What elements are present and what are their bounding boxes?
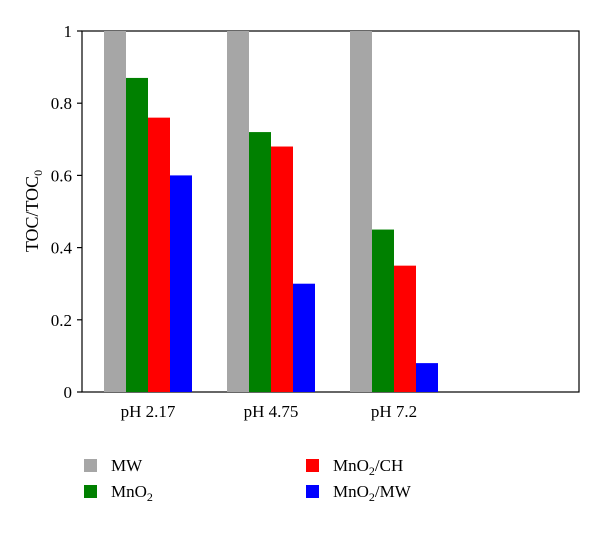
y-axis-ticks: 0 0.2 0.4 0.6 0.8 1 bbox=[51, 22, 82, 402]
legend-item-mno2: MnO2 bbox=[84, 482, 153, 504]
legend-swatch bbox=[306, 485, 319, 498]
y-axis-title-main: TOC/TOC bbox=[22, 176, 42, 252]
bar-ph-7-2-mw bbox=[350, 31, 372, 392]
legend-swatch bbox=[306, 459, 319, 472]
bars bbox=[104, 31, 438, 393]
legend: MW MnO2 MnO2/CH MnO2/MW bbox=[84, 456, 412, 504]
bar-ph-7-2-mno2 bbox=[372, 229, 394, 392]
bar-ph-4-75-mno2 bbox=[249, 132, 271, 392]
bar-ph-2-17-mno2-mw bbox=[170, 175, 192, 392]
x-axis-ticks: pH 2.17 pH 4.75 pH 7.2 bbox=[121, 402, 418, 421]
y-tick-label: 1 bbox=[64, 22, 73, 41]
x-tick-label: pH 4.75 bbox=[244, 402, 299, 421]
y-axis-title: TOC/TOC0 bbox=[22, 170, 45, 252]
y-tick-label: 0 bbox=[64, 383, 73, 402]
bar-ph-4-75-mw bbox=[227, 31, 249, 392]
bar-ph-2-17-mno2-ch bbox=[148, 117, 170, 392]
y-tick-label: 0.4 bbox=[51, 239, 73, 258]
legend-label: MnO2/CH bbox=[333, 456, 403, 478]
bar-ph-4-75-mno2-ch bbox=[271, 146, 293, 392]
legend-item-mw: MW bbox=[84, 456, 143, 475]
x-tick-label: pH 7.2 bbox=[371, 402, 417, 421]
x-tick-label: pH 2.17 bbox=[121, 402, 176, 421]
legend-label: MnO2 bbox=[111, 482, 153, 504]
bar-ph-2-17-mno2 bbox=[126, 77, 148, 393]
legend-item-mno2-mw: MnO2/MW bbox=[306, 482, 412, 504]
legend-label: MW bbox=[111, 456, 143, 475]
bar-ph-7-2-mno2-ch bbox=[394, 265, 416, 392]
y-tick-label: 0.8 bbox=[51, 94, 72, 113]
y-tick-label: 0.6 bbox=[51, 166, 72, 185]
legend-item-mno2-ch: MnO2/CH bbox=[306, 456, 403, 478]
bar-ph-7-2-mno2-mw bbox=[416, 363, 438, 392]
bar-ph-2-17-mw bbox=[104, 31, 126, 392]
bar-ph-4-75-mno2-mw bbox=[293, 283, 315, 392]
legend-label: MnO2/MW bbox=[333, 482, 412, 504]
y-axis-title-subscript: 0 bbox=[31, 170, 45, 176]
legend-swatch bbox=[84, 485, 97, 498]
y-tick-label: 0.2 bbox=[51, 311, 72, 330]
plot-frame bbox=[81, 30, 580, 393]
legend-swatch bbox=[84, 459, 97, 472]
